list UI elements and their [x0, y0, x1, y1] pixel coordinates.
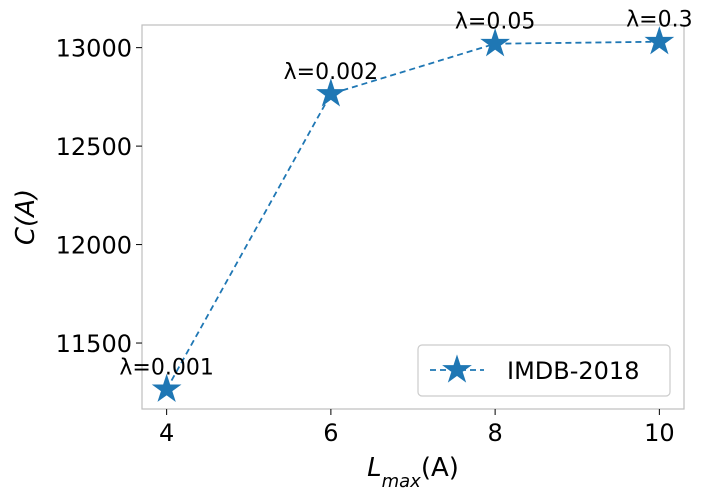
- point-annotation: λ=0.3: [626, 8, 692, 33]
- y-tick-label: 13000: [56, 35, 132, 63]
- x-axis-label: Lmax(A): [367, 453, 459, 492]
- point-annotation: λ=0.002: [284, 60, 378, 85]
- legend-box: [417, 344, 671, 397]
- x-tick-label: 4: [159, 419, 174, 447]
- data-point-star: [151, 373, 182, 402]
- data-point-star: [480, 28, 510, 57]
- plot-frame: [141, 24, 685, 410]
- y-tick-label: 12000: [56, 232, 132, 260]
- data-point-star: [644, 26, 675, 55]
- x-tick-label: 10: [644, 419, 675, 447]
- legend: IMDB-2018: [417, 344, 671, 397]
- legend-entry-label: IMDB-2018: [507, 357, 639, 385]
- y-tick-label: 11500: [56, 330, 132, 358]
- data-point-star: [316, 78, 346, 107]
- point-annotation: λ=0.001: [119, 355, 213, 380]
- point-annotation: λ=0.05: [455, 10, 535, 35]
- legend-star-icon: [442, 354, 472, 383]
- series-line: [165, 40, 660, 390]
- y-tick-label: 12500: [56, 133, 132, 161]
- x-tick-label: 6: [323, 419, 338, 447]
- x-tick-label: 8: [487, 419, 502, 447]
- y-axis-label: C(A): [11, 189, 41, 245]
